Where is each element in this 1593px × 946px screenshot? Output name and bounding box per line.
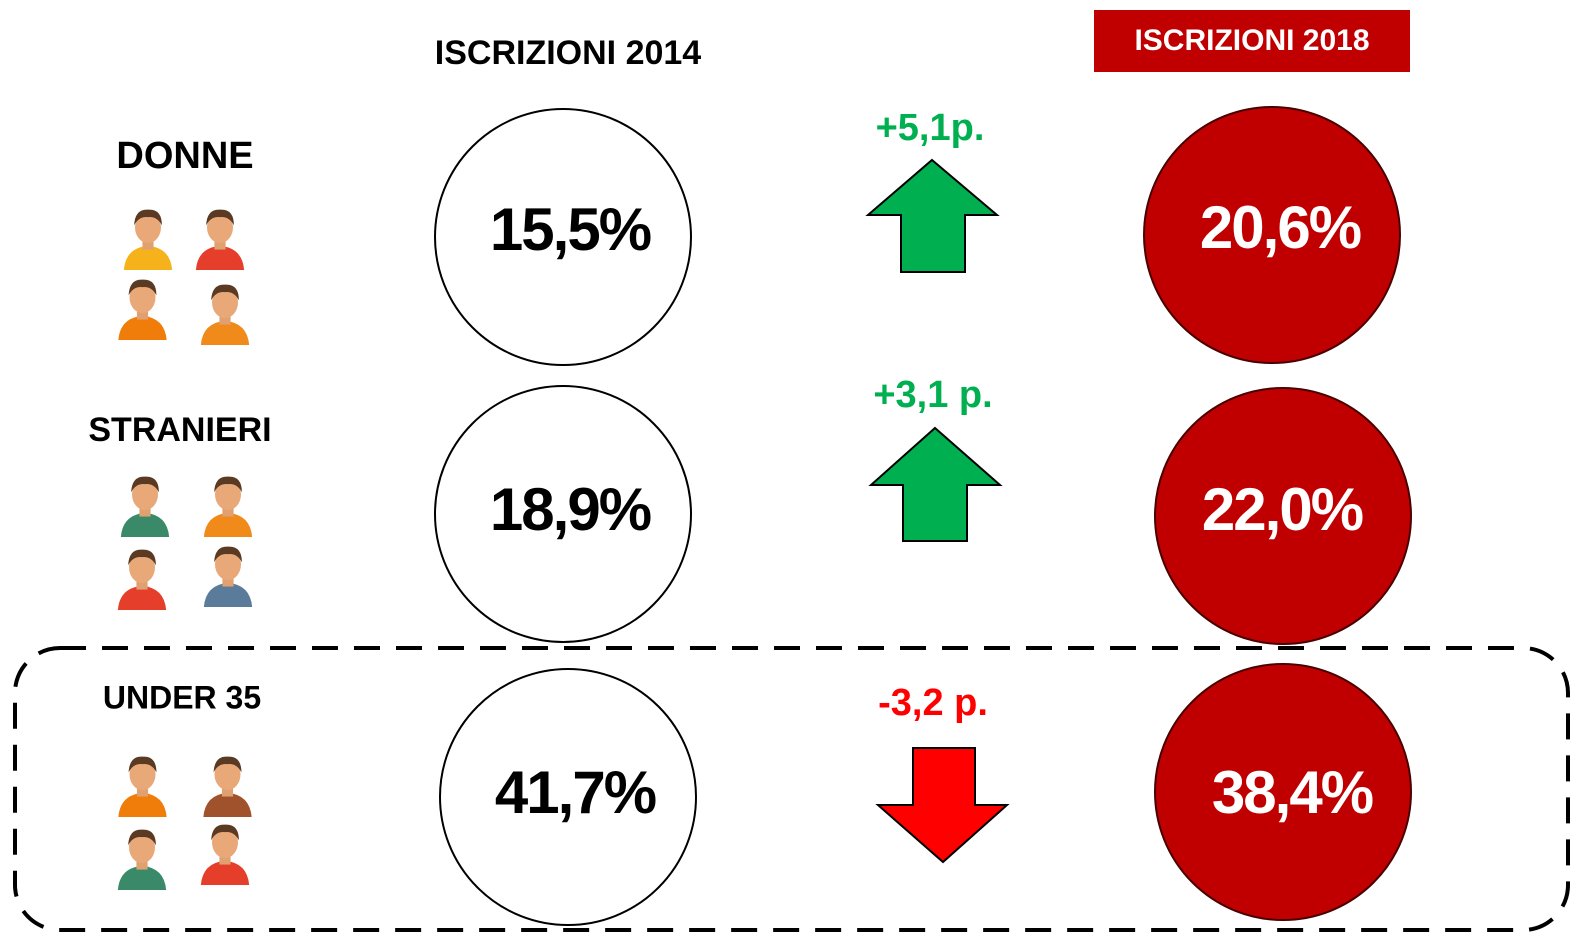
value-2014: 41,7% — [495, 759, 656, 826]
value-2018: 20,6% — [1200, 194, 1361, 261]
row-label: UNDER 35 — [103, 679, 261, 715]
person-icon — [121, 477, 169, 537]
value-2014: 18,9% — [490, 476, 651, 543]
person-icon — [204, 477, 252, 537]
person-icon — [201, 825, 249, 885]
people-icons — [118, 477, 252, 610]
person-icon — [203, 757, 251, 817]
person-icon — [118, 550, 166, 610]
value-2018: 22,0% — [1202, 476, 1363, 543]
header-2014: ISCRIZIONI 2014 — [435, 34, 702, 72]
person-icon — [201, 285, 249, 345]
value-2018: 38,4% — [1212, 759, 1373, 826]
value-2014: 15,5% — [490, 196, 651, 263]
person-icon — [204, 547, 252, 607]
person-icon — [124, 210, 172, 270]
people-icons — [118, 757, 252, 890]
people-icons — [118, 210, 249, 345]
change: +5,1p. — [876, 107, 985, 149]
change: -3,2 p. — [878, 682, 988, 724]
person-icon — [118, 757, 166, 817]
infographic: ISCRIZIONI 2014 ISCRIZIONI 2018 DONNE 15… — [0, 0, 1593, 946]
arrow-down — [878, 748, 1007, 862]
row-label: STRANIERI — [88, 411, 271, 449]
header-2018: ISCRIZIONI 2018 — [1134, 24, 1369, 57]
person-icon — [196, 210, 244, 270]
change: +3,1 p. — [873, 374, 992, 416]
arrow-up — [868, 160, 997, 272]
person-icon — [118, 280, 166, 340]
row-label: DONNE — [116, 135, 253, 177]
arrow-up — [871, 428, 1000, 541]
person-icon — [118, 830, 166, 890]
